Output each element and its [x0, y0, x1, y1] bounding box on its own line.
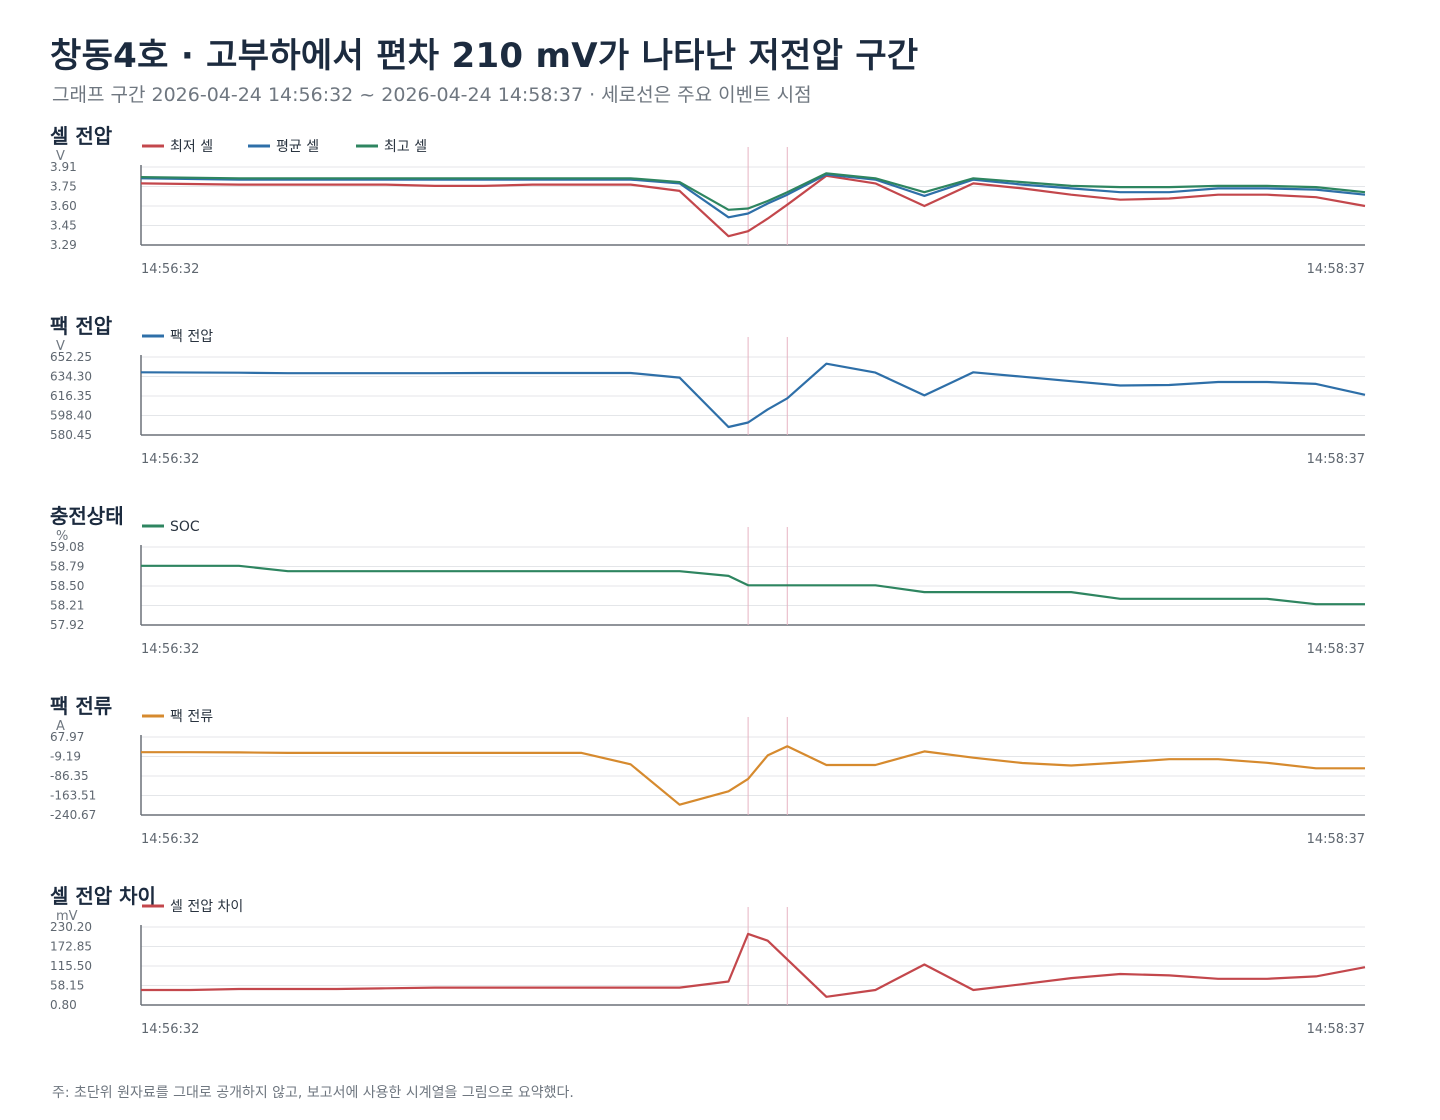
chart-panel-4: 팩 전류A67.97-9.19-86.35-163.51-240.6714:56… [50, 694, 1365, 847]
legend-label: 최고 셀 [384, 139, 427, 155]
series-line-1 [140, 362, 1366, 429]
y-tick-label: 3.91 [50, 160, 77, 174]
y-tick-label: 580.45 [50, 428, 92, 442]
panel-title: 팩 전압 [50, 314, 113, 338]
series-line-1 [141, 932, 1366, 998]
x-tick-end: 14:58:37 [1307, 642, 1365, 657]
y-tick-label: 115.50 [50, 959, 92, 973]
legend-label: 평균 셀 [276, 139, 319, 155]
series-line-3 [140, 172, 1366, 211]
y-unit-label: A [56, 719, 65, 734]
legend-label: 최저 셀 [170, 139, 213, 155]
y-tick-label: 652.25 [50, 350, 92, 364]
series-line-2 [140, 173, 1366, 219]
x-tick-end: 14:58:37 [1307, 1022, 1365, 1037]
y-tick-label: 0.80 [50, 998, 77, 1012]
legend-label: 셀 전압 차이 [170, 899, 243, 915]
footnote: 주: 초단위 원자료를 그대로 공개하지 않고, 보고서에 사용한 시계열을 그… [52, 1085, 574, 1101]
y-tick-label: 67.97 [50, 730, 84, 744]
y-tick-label: 230.20 [50, 920, 92, 934]
panel-title: 충전상태 [50, 504, 124, 528]
x-tick-start: 14:56:32 [141, 1022, 199, 1037]
legend-label: 팩 전류 [170, 709, 213, 725]
y-unit-label: V [56, 339, 65, 354]
y-unit-label: mV [56, 909, 78, 924]
series-line-1 [141, 745, 1365, 806]
y-tick-label: 172.85 [50, 940, 92, 954]
panel-title: 셀 전압 [50, 124, 113, 148]
y-tick-label: 57.92 [50, 618, 84, 632]
y-tick-label: 3.45 [50, 219, 77, 233]
y-tick-label: 58.79 [50, 560, 84, 574]
x-tick-start: 14:56:32 [141, 832, 199, 847]
y-tick-label: 616.35 [50, 389, 92, 403]
y-tick-label: 3.60 [50, 199, 77, 213]
panel-title: 팩 전류 [50, 694, 112, 718]
y-tick-label: 58.21 [50, 599, 84, 613]
y-unit-label: V [56, 149, 65, 164]
y-tick-label: -9.19 [50, 750, 81, 764]
y-tick-label: 3.75 [50, 180, 77, 194]
x-tick-start: 14:56:32 [141, 262, 199, 277]
series-line-1 [140, 174, 1366, 238]
y-tick-label: -240.67 [50, 808, 96, 822]
y-tick-label: 58.50 [50, 579, 84, 593]
x-tick-start: 14:56:32 [141, 452, 199, 467]
series-line-1 [141, 564, 1365, 606]
page-subtitle: 그래프 구간 2026-04-24 14:56:32 ~ 2026-04-24 … [52, 84, 812, 106]
chart-panel-3: 충전상태%59.08 58.79 58.50 58.21 57.92 14:56:32 14… [50, 504, 1365, 657]
x-tick-end: 14:58:37 [1307, 832, 1365, 847]
panel-title: 셀 전압 차이 [50, 884, 156, 908]
chart-panel-5: 셀 전압 차이mV230.20172.85115.5058.150.8014:5… [50, 884, 1366, 1037]
page-title: 창동4호 · 고부하에서 편차 210 mV가 나타난 저전압 구간 [50, 36, 919, 76]
x-tick-end: 14:58:37 [1307, 262, 1365, 277]
y-tick-label: 598.40 [50, 409, 92, 423]
chart-panel-2: 팩 전압V652.25634.30616.35598.40580.4514:56… [50, 314, 1366, 467]
y-tick-label: 58.15 [50, 979, 84, 993]
y-tick-label: -163.51 [50, 789, 96, 803]
y-tick-label: 3.29 [50, 238, 77, 252]
y-tick-label: 634.30 [50, 370, 92, 384]
y-unit-label: % [56, 529, 68, 544]
y-tick-label: -86.35 [50, 769, 89, 783]
legend-label: SOC [170, 519, 200, 535]
y-tick-label: 59.08 [50, 540, 84, 554]
x-tick-start: 14:56:32 [141, 642, 199, 657]
x-tick-end: 14:58:37 [1307, 452, 1365, 467]
legend-label: 팩 전압 [170, 329, 213, 345]
